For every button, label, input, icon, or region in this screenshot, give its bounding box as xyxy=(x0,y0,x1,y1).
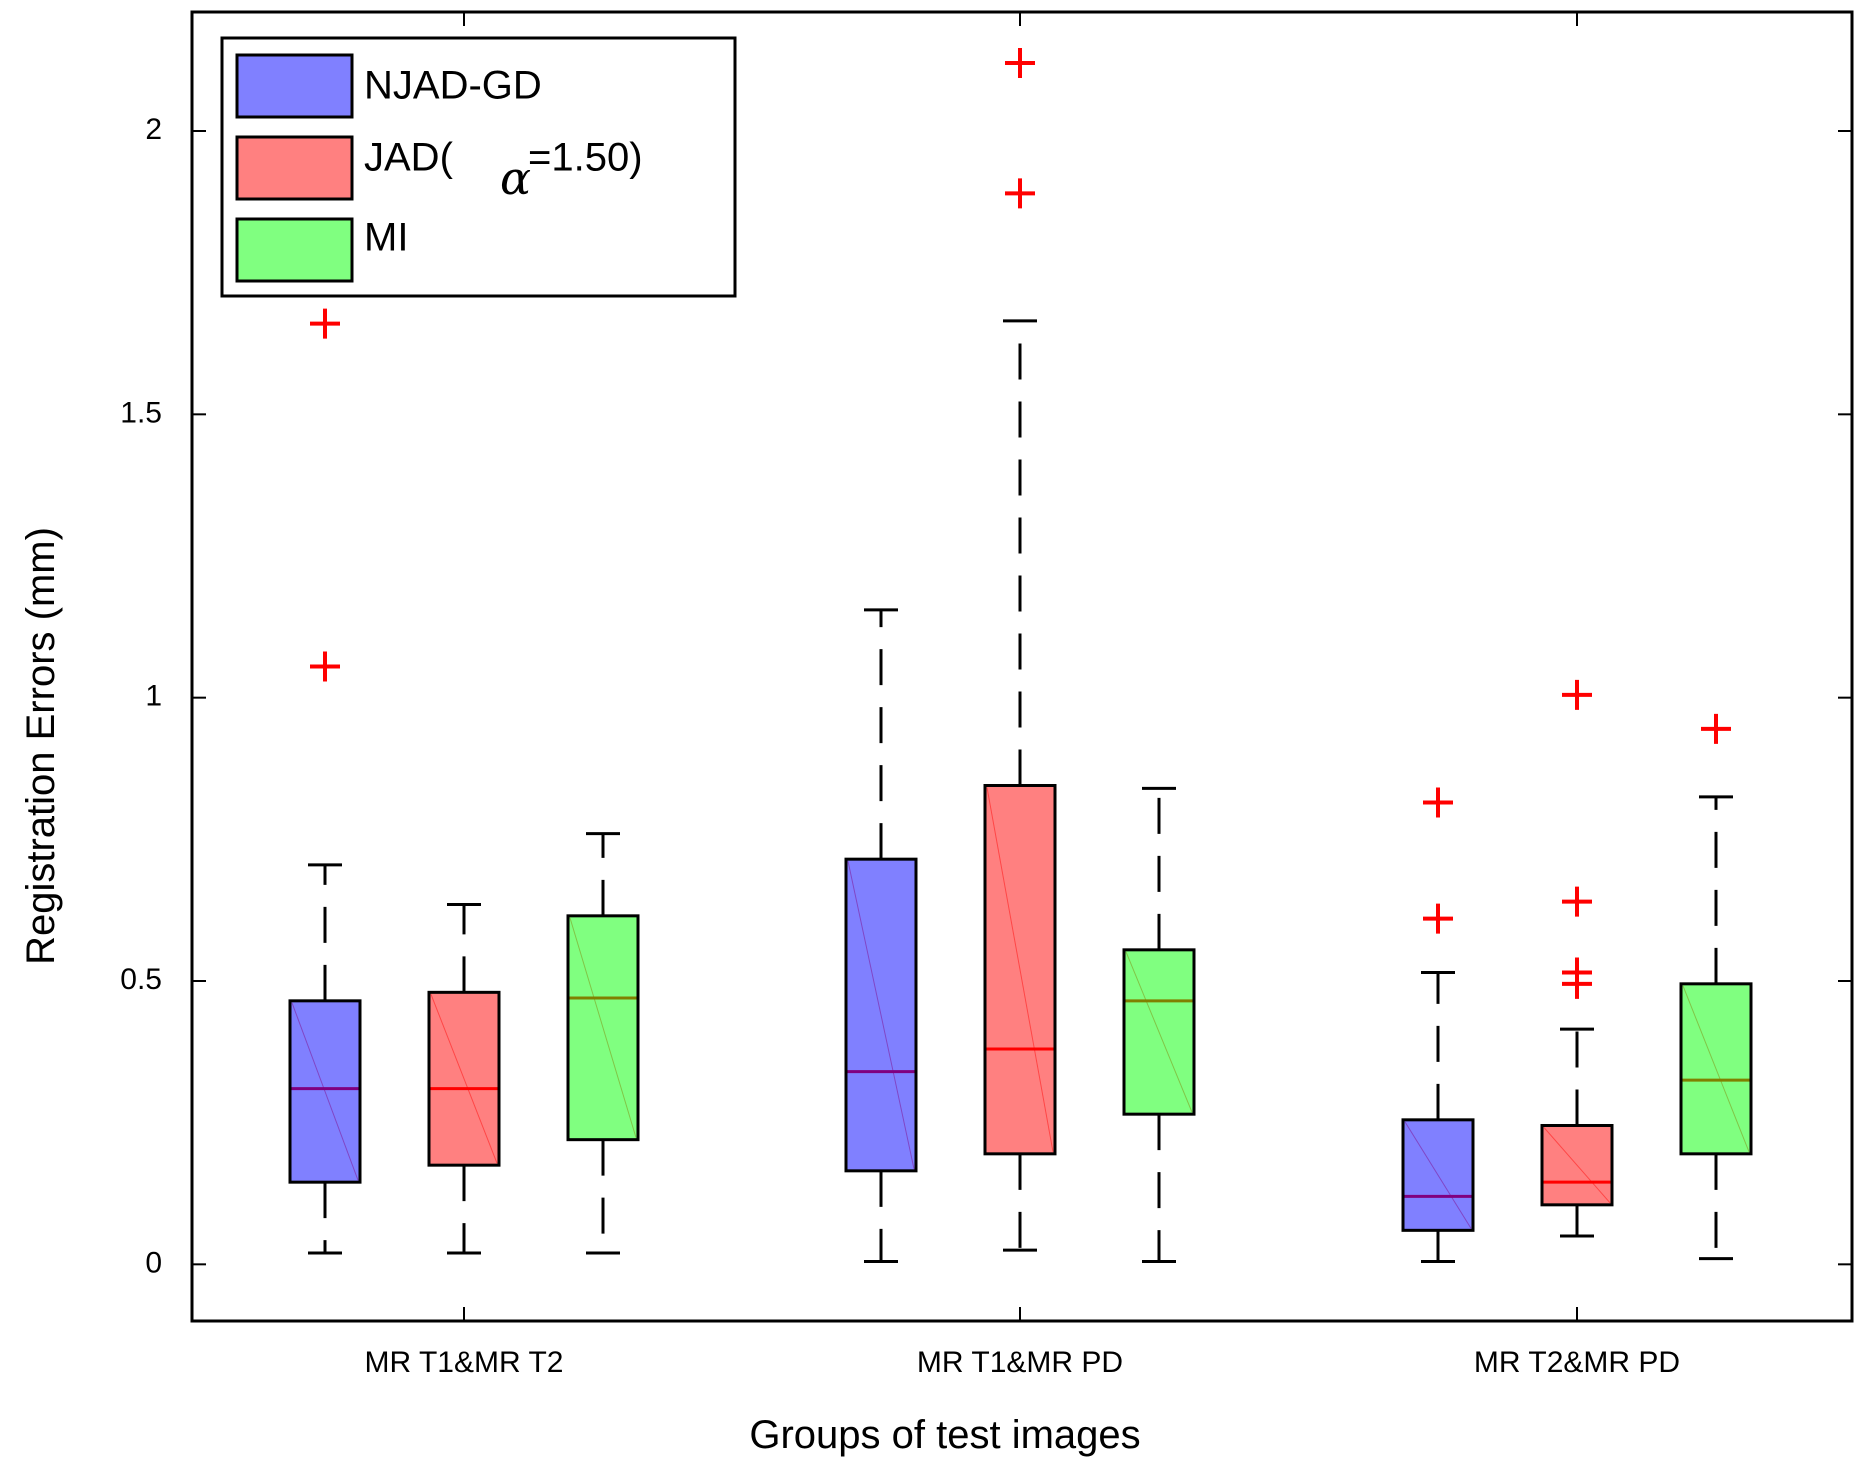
box-group xyxy=(1540,679,1614,1238)
box-body xyxy=(844,857,918,1173)
box-body xyxy=(566,914,640,1142)
y-tick-label: 1.5 xyxy=(120,396,162,429)
outlier-marker xyxy=(1423,903,1453,934)
legend-swatch-njad-gd xyxy=(235,53,354,119)
box-diagonal xyxy=(430,994,498,1164)
box-diagonal xyxy=(1404,1121,1472,1229)
outlier-marker xyxy=(1562,679,1592,710)
box-diagonal xyxy=(1682,985,1750,1153)
box-group xyxy=(983,48,1057,1252)
legend-swatch-mi xyxy=(235,217,354,283)
boxes-layer xyxy=(288,48,1753,1263)
outlier-marker xyxy=(310,651,340,682)
box-body xyxy=(983,784,1057,1156)
x-axis-ticks: MR T1&MR T2 MR T1&MR PD MR T2&MR PD xyxy=(365,12,1680,1379)
x-tick-label: MR T2&MR PD xyxy=(1474,1346,1680,1379)
legend-alpha-symbol: α xyxy=(500,151,531,205)
box-group xyxy=(1679,713,1753,1261)
outlier-marker xyxy=(1701,713,1731,744)
outlier-marker xyxy=(310,308,340,339)
outlier-marker xyxy=(1423,787,1453,818)
y-tick-label: 0.5 xyxy=(120,963,162,996)
legend: NJAD-GD JAD( α =1.50) MI xyxy=(220,36,737,298)
y-axis-label: Registration Errors (mm) xyxy=(19,527,63,965)
x-axis-label: Groups of test images xyxy=(749,1413,1140,1457)
box-body xyxy=(1679,982,1753,1156)
box-body xyxy=(1401,1118,1475,1232)
legend-label-njad-gd: NJAD-GD xyxy=(364,64,542,108)
outlier-marker xyxy=(1562,886,1592,917)
box-group xyxy=(427,903,501,1255)
box-diagonal xyxy=(847,861,915,1169)
box-body xyxy=(288,999,362,1184)
legend-label-jad: JAD( xyxy=(364,136,454,180)
box-group xyxy=(1122,786,1196,1263)
box-group xyxy=(1401,787,1475,1263)
y-tick-label: 2 xyxy=(145,113,162,146)
outlier-marker xyxy=(1005,178,1035,209)
outlier-marker xyxy=(1562,957,1592,988)
legend-label-mi: MI xyxy=(364,216,408,260)
box-body xyxy=(1122,948,1196,1116)
x-tick-label: MR T1&MR T2 xyxy=(365,1346,564,1379)
x-tick-label: MR T1&MR PD xyxy=(917,1346,1123,1379)
box-body xyxy=(1540,1124,1614,1207)
box-group xyxy=(566,832,640,1255)
box-diagonal xyxy=(986,787,1054,1152)
legend-alpha-value: =1.50) xyxy=(528,136,643,180)
box-group xyxy=(288,308,362,1255)
y-tick-label: 0 xyxy=(145,1246,162,1279)
box-diagonal xyxy=(1543,1127,1611,1204)
y-axis-ticks: 0 0.5 1 1.5 2 xyxy=(120,113,1852,1279)
box-group xyxy=(844,608,918,1263)
box-diagonal xyxy=(569,917,637,1138)
y-tick-label: 1 xyxy=(145,680,162,713)
plot-area-frame xyxy=(190,10,1854,1323)
legend-swatch-jad xyxy=(235,135,354,201)
box-diagonal xyxy=(291,1002,359,1181)
outlier-marker xyxy=(1005,48,1035,78)
box-diagonal xyxy=(1125,951,1193,1113)
box-body xyxy=(427,990,501,1167)
